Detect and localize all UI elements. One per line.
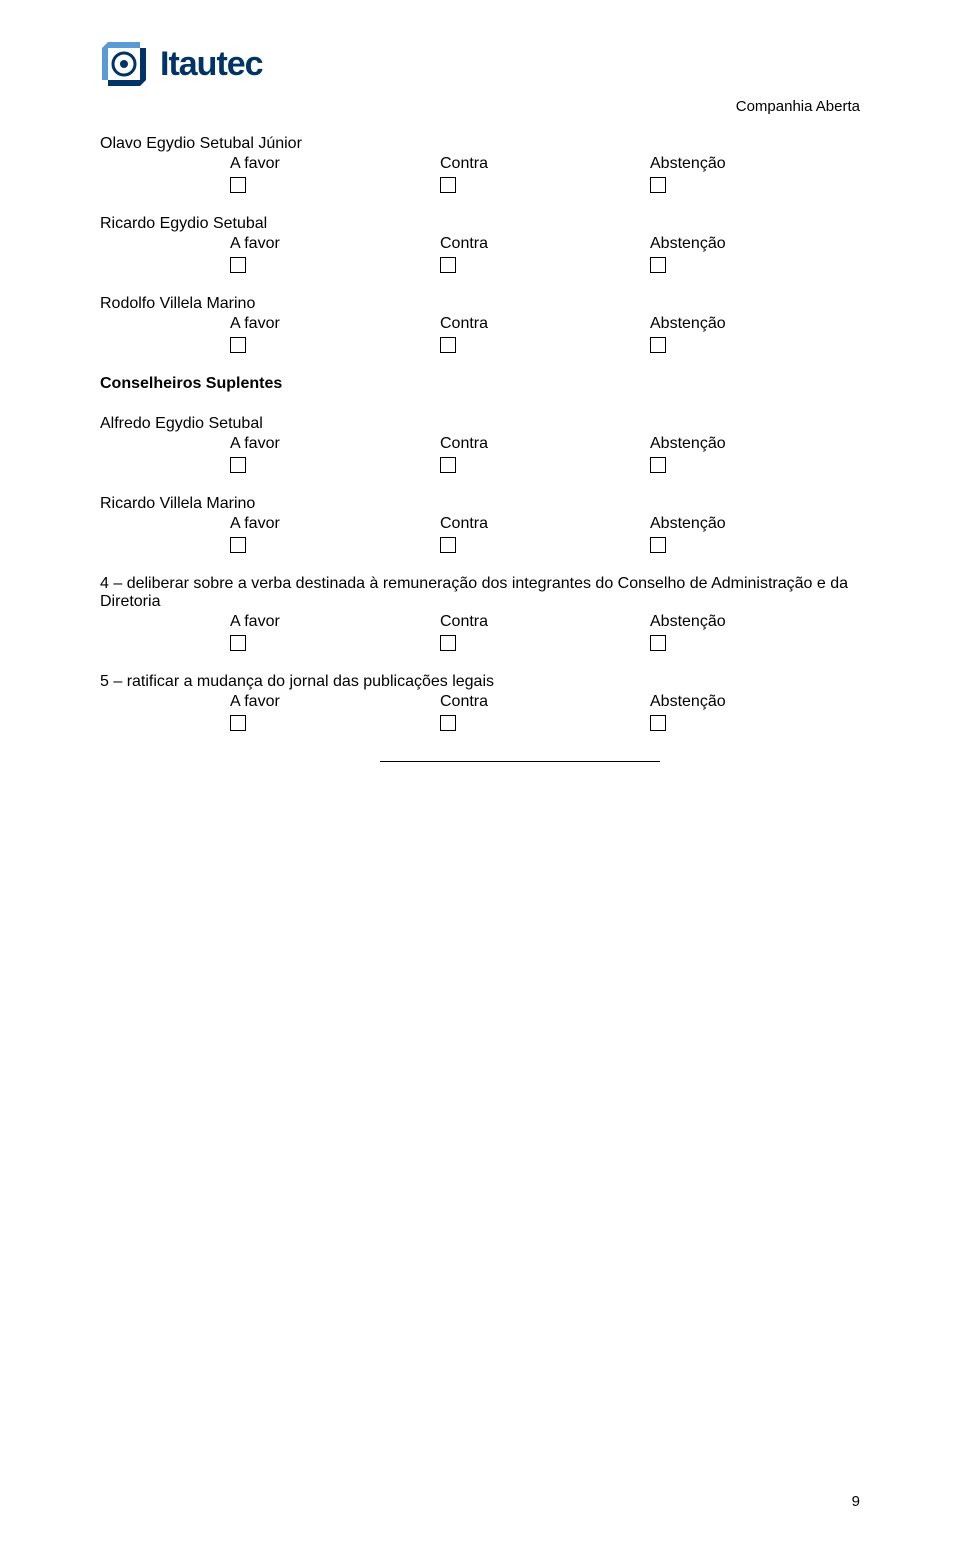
- vote-options-row: A favor Contra Abstenção: [100, 315, 860, 333]
- vote-options-row: A favor Contra Abstenção: [100, 515, 860, 533]
- checkbox-row: [100, 457, 860, 473]
- vote-block-ricardo-villela: Ricardo Villela Marino A favor Contra Ab…: [100, 495, 860, 553]
- logo-text: Itautec: [160, 45, 263, 84]
- option-contra: Contra: [440, 235, 650, 253]
- checkbox-favor[interactable]: [230, 537, 246, 553]
- item5-text: 5 – ratificar a mudança do jornal das pu…: [100, 673, 860, 691]
- checkbox-abstencao[interactable]: [650, 257, 666, 273]
- logo-area: Itautec: [100, 40, 860, 88]
- vote-block-ricardo-setubal: Ricardo Egydio Setubal A favor Contra Ab…: [100, 215, 860, 273]
- item4-text: 4 – deliberar sobre a verba destinada à …: [100, 575, 860, 611]
- suplentes-heading: Conselheiros Suplentes: [100, 375, 860, 393]
- option-contra: Contra: [440, 515, 650, 533]
- option-abstencao: Abstenção: [650, 235, 860, 253]
- checkbox-abstencao[interactable]: [650, 337, 666, 353]
- checkbox-contra[interactable]: [440, 715, 456, 731]
- option-contra: Contra: [440, 155, 650, 173]
- option-favor: A favor: [230, 155, 440, 173]
- option-abstencao: Abstenção: [650, 613, 860, 631]
- option-contra: Contra: [440, 613, 650, 631]
- vote-options-row: A favor Contra Abstenção: [100, 613, 860, 631]
- checkbox-abstencao[interactable]: [650, 457, 666, 473]
- checkbox-contra[interactable]: [440, 457, 456, 473]
- option-abstencao: Abstenção: [650, 693, 860, 711]
- checkbox-contra[interactable]: [440, 177, 456, 193]
- vote-block-alfredo: Alfredo Egydio Setubal A favor Contra Ab…: [100, 415, 860, 473]
- checkbox-row: [100, 177, 860, 193]
- vote-options-row: A favor Contra Abstenção: [100, 235, 860, 253]
- checkbox-favor[interactable]: [230, 457, 246, 473]
- option-favor: A favor: [230, 435, 440, 453]
- option-favor: A favor: [230, 515, 440, 533]
- signature-line: [380, 761, 660, 762]
- vote-block-item4: 4 – deliberar sobre a verba destinada à …: [100, 575, 860, 651]
- checkbox-favor[interactable]: [230, 177, 246, 193]
- checkbox-favor[interactable]: [230, 715, 246, 731]
- vote-block-olavo: Olavo Egydio Setubal Júnior A favor Cont…: [100, 135, 860, 193]
- checkbox-contra[interactable]: [440, 337, 456, 353]
- checkbox-contra[interactable]: [440, 257, 456, 273]
- checkbox-row: [100, 537, 860, 553]
- option-favor: A favor: [230, 235, 440, 253]
- checkbox-contra[interactable]: [440, 537, 456, 553]
- page-container: Itautec Companhia Aberta Olavo Egydio Se…: [0, 0, 960, 802]
- member-name: Ricardo Egydio Setubal: [100, 215, 860, 233]
- logo-icon: [100, 40, 148, 88]
- checkbox-row: [100, 715, 860, 731]
- option-favor: A favor: [230, 693, 440, 711]
- checkbox-favor[interactable]: [230, 257, 246, 273]
- vote-block-item5: 5 – ratificar a mudança do jornal das pu…: [100, 673, 860, 731]
- member-name: Ricardo Villela Marino: [100, 495, 860, 513]
- member-name: Olavo Egydio Setubal Júnior: [100, 135, 860, 153]
- vote-options-row: A favor Contra Abstenção: [100, 435, 860, 453]
- checkbox-row: [100, 337, 860, 353]
- option-favor: A favor: [230, 613, 440, 631]
- page-number: 9: [852, 1493, 860, 1510]
- checkbox-abstencao[interactable]: [650, 635, 666, 651]
- member-name: Alfredo Egydio Setubal: [100, 415, 860, 433]
- member-name: Rodolfo Villela Marino: [100, 295, 860, 313]
- checkbox-abstencao[interactable]: [650, 537, 666, 553]
- checkbox-row: [100, 257, 860, 273]
- option-abstencao: Abstenção: [650, 155, 860, 173]
- option-favor: A favor: [230, 315, 440, 333]
- checkbox-favor[interactable]: [230, 337, 246, 353]
- company-type-label: Companhia Aberta: [100, 98, 860, 115]
- checkbox-contra[interactable]: [440, 635, 456, 651]
- vote-block-rodolfo: Rodolfo Villela Marino A favor Contra Ab…: [100, 295, 860, 353]
- option-contra: Contra: [440, 693, 650, 711]
- option-contra: Contra: [440, 315, 650, 333]
- checkbox-abstencao[interactable]: [650, 715, 666, 731]
- option-contra: Contra: [440, 435, 650, 453]
- option-abstencao: Abstenção: [650, 515, 860, 533]
- checkbox-favor[interactable]: [230, 635, 246, 651]
- vote-options-row: A favor Contra Abstenção: [100, 155, 860, 173]
- checkbox-abstencao[interactable]: [650, 177, 666, 193]
- option-abstencao: Abstenção: [650, 435, 860, 453]
- vote-options-row: A favor Contra Abstenção: [100, 693, 860, 711]
- checkbox-row: [100, 635, 860, 651]
- option-abstencao: Abstenção: [650, 315, 860, 333]
